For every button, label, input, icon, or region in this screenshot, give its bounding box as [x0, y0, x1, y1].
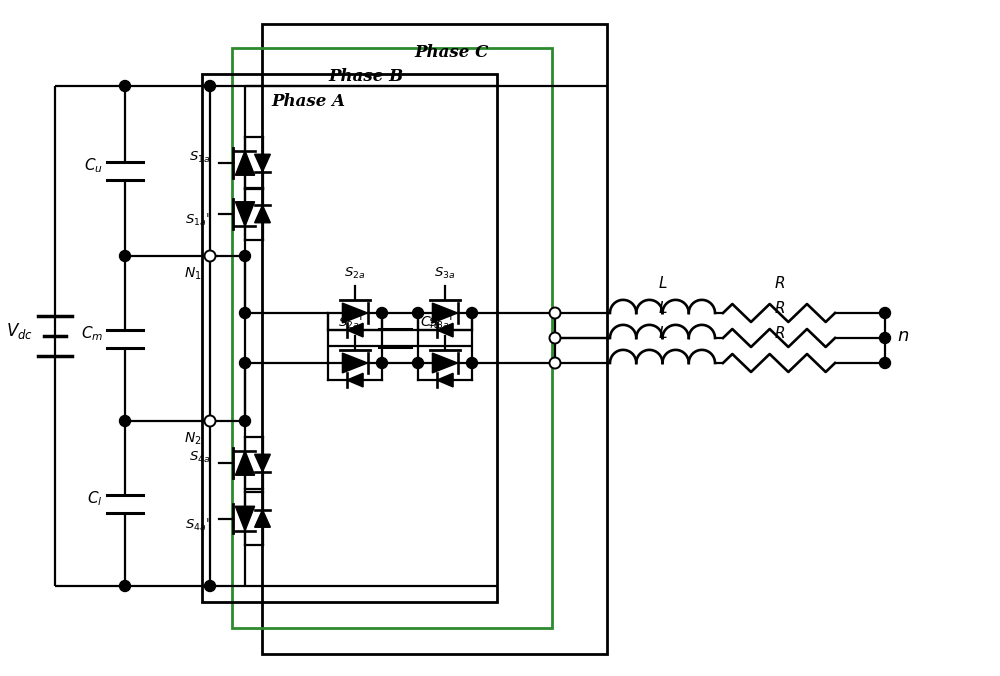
Circle shape [205, 416, 216, 427]
Circle shape [240, 251, 251, 262]
Text: $C_m$: $C_m$ [81, 324, 103, 343]
Text: $S_{1a}$': $S_{1a}$' [185, 212, 210, 228]
Polygon shape [347, 323, 363, 337]
Text: $S_{1a}$: $S_{1a}$ [189, 149, 210, 164]
Circle shape [413, 308, 424, 318]
Text: $R$: $R$ [774, 300, 786, 316]
Circle shape [240, 308, 251, 318]
Circle shape [205, 80, 216, 91]
Text: $C_l$: $C_l$ [87, 489, 103, 508]
Bar [202, 74, 497, 602]
Polygon shape [235, 451, 255, 475]
Polygon shape [342, 353, 368, 373]
Text: $N_2$: $N_2$ [184, 431, 202, 448]
Text: $S_{4a}$': $S_{4a}$' [185, 516, 210, 533]
Text: $C_{fa}$: $C_{fa}$ [420, 315, 440, 331]
Circle shape [880, 333, 891, 343]
Text: $S_{2a}$': $S_{2a}$' [338, 314, 362, 331]
Text: $R$: $R$ [774, 275, 786, 291]
Polygon shape [437, 373, 453, 387]
Circle shape [467, 358, 478, 368]
Text: Phase C: Phase C [415, 43, 489, 60]
Circle shape [120, 581, 130, 592]
Text: $R$: $R$ [774, 325, 786, 341]
Text: $V_{dc}$: $V_{dc}$ [6, 321, 33, 341]
Text: $L$: $L$ [658, 325, 667, 341]
Circle shape [205, 251, 216, 262]
Polygon shape [437, 323, 453, 337]
Polygon shape [342, 303, 368, 323]
Polygon shape [432, 353, 458, 373]
Text: $S_{2a}$: $S_{2a}$ [344, 266, 366, 281]
Text: $S_{3a}$: $S_{3a}$ [434, 266, 456, 281]
Polygon shape [255, 154, 270, 172]
Circle shape [120, 416, 130, 427]
Text: $C_u$: $C_u$ [84, 157, 103, 175]
Polygon shape [255, 206, 270, 223]
Text: $L$: $L$ [658, 300, 667, 316]
Polygon shape [255, 510, 270, 527]
Text: $n$: $n$ [897, 327, 909, 345]
Polygon shape [432, 303, 458, 323]
Circle shape [205, 581, 216, 592]
Polygon shape [255, 454, 270, 472]
Circle shape [120, 251, 130, 262]
Polygon shape [347, 373, 363, 387]
Text: $N_1$: $N_1$ [184, 266, 202, 282]
Text: Phase A: Phase A [271, 93, 345, 110]
Text: $S_{3a}$': $S_{3a}$' [428, 314, 452, 331]
Polygon shape [235, 151, 255, 175]
Circle shape [376, 358, 388, 368]
Circle shape [880, 308, 891, 318]
Circle shape [550, 333, 560, 343]
Circle shape [240, 416, 251, 427]
Circle shape [240, 358, 251, 368]
Circle shape [413, 358, 424, 368]
Bar [262, 24, 607, 654]
Circle shape [120, 80, 130, 91]
Bar [232, 48, 552, 628]
Circle shape [550, 308, 560, 318]
Circle shape [467, 308, 478, 318]
Circle shape [550, 358, 560, 368]
Polygon shape [235, 506, 255, 531]
Text: Phase B: Phase B [329, 68, 404, 84]
Circle shape [376, 308, 388, 318]
Polygon shape [235, 201, 255, 226]
Circle shape [880, 358, 891, 368]
Text: $L$: $L$ [658, 275, 667, 291]
Text: $S_{4a}$: $S_{4a}$ [189, 450, 210, 464]
